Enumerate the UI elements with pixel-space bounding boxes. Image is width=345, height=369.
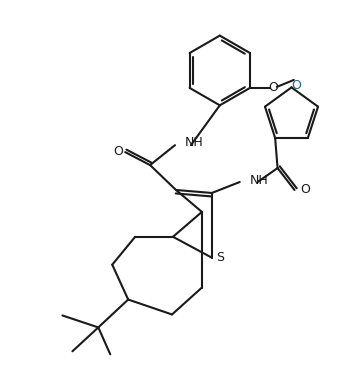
Text: O: O: [268, 82, 278, 94]
Text: O: O: [113, 145, 123, 158]
Text: NH: NH: [250, 173, 268, 186]
Text: O: O: [292, 79, 302, 92]
Text: O: O: [300, 183, 310, 196]
Text: NH: NH: [185, 136, 204, 149]
Text: S: S: [216, 251, 224, 264]
